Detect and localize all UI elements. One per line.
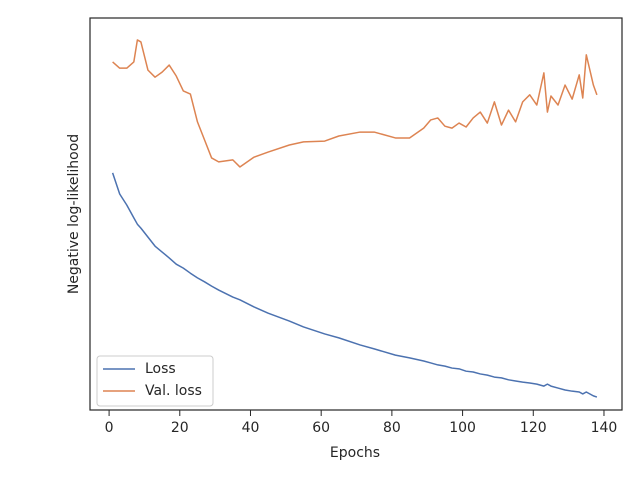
x-tick-label: 0 [105, 420, 114, 436]
x-axis-label: Epochs [330, 445, 380, 461]
line-series [111, 172, 598, 398]
x-tick-label: 60 [312, 420, 330, 436]
x-tick-label: 40 [242, 420, 260, 436]
x-tick-label: 100 [449, 420, 476, 436]
legend: Loss Val. loss [96, 355, 214, 407]
x-tick-label: 140 [591, 420, 618, 436]
legend-label: Val. loss [145, 383, 202, 399]
line-series [112, 39, 598, 168]
y-axis-label: Negative log-likelihood [66, 134, 82, 294]
x-tick-label: 120 [520, 420, 547, 436]
x-tick-label: 80 [383, 420, 401, 436]
legend-label: Loss [145, 361, 176, 377]
plot-frame [89, 17, 623, 411]
x-tick-label: 20 [171, 420, 189, 436]
